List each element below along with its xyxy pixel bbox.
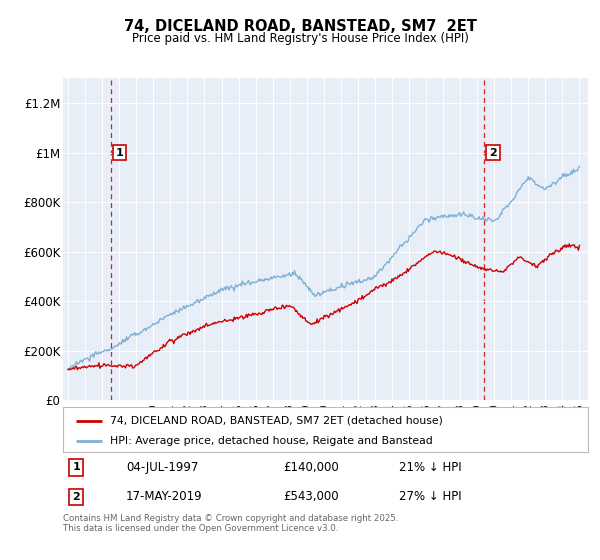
Text: Contains HM Land Registry data © Crown copyright and database right 2025.
This d: Contains HM Land Registry data © Crown c… xyxy=(63,514,398,534)
Text: HPI: Average price, detached house, Reigate and Banstead: HPI: Average price, detached house, Reig… xyxy=(110,436,433,446)
Text: 21% ↓ HPI: 21% ↓ HPI xyxy=(399,461,461,474)
Text: £543,000: £543,000 xyxy=(284,490,339,503)
Text: 04-JUL-1997: 04-JUL-1997 xyxy=(126,461,199,474)
Text: 2: 2 xyxy=(72,492,80,502)
Text: 27% ↓ HPI: 27% ↓ HPI xyxy=(399,490,461,503)
Text: 17-MAY-2019: 17-MAY-2019 xyxy=(126,490,203,503)
Text: 1: 1 xyxy=(116,148,124,158)
Text: 74, DICELAND ROAD, BANSTEAD, SM7 2ET (detached house): 74, DICELAND ROAD, BANSTEAD, SM7 2ET (de… xyxy=(110,416,443,426)
Text: 74, DICELAND ROAD, BANSTEAD, SM7  2ET: 74, DICELAND ROAD, BANSTEAD, SM7 2ET xyxy=(124,20,476,34)
Text: Price paid vs. HM Land Registry's House Price Index (HPI): Price paid vs. HM Land Registry's House … xyxy=(131,31,469,45)
Text: £140,000: £140,000 xyxy=(284,461,339,474)
Text: 2: 2 xyxy=(489,148,497,158)
Text: 1: 1 xyxy=(72,463,80,473)
